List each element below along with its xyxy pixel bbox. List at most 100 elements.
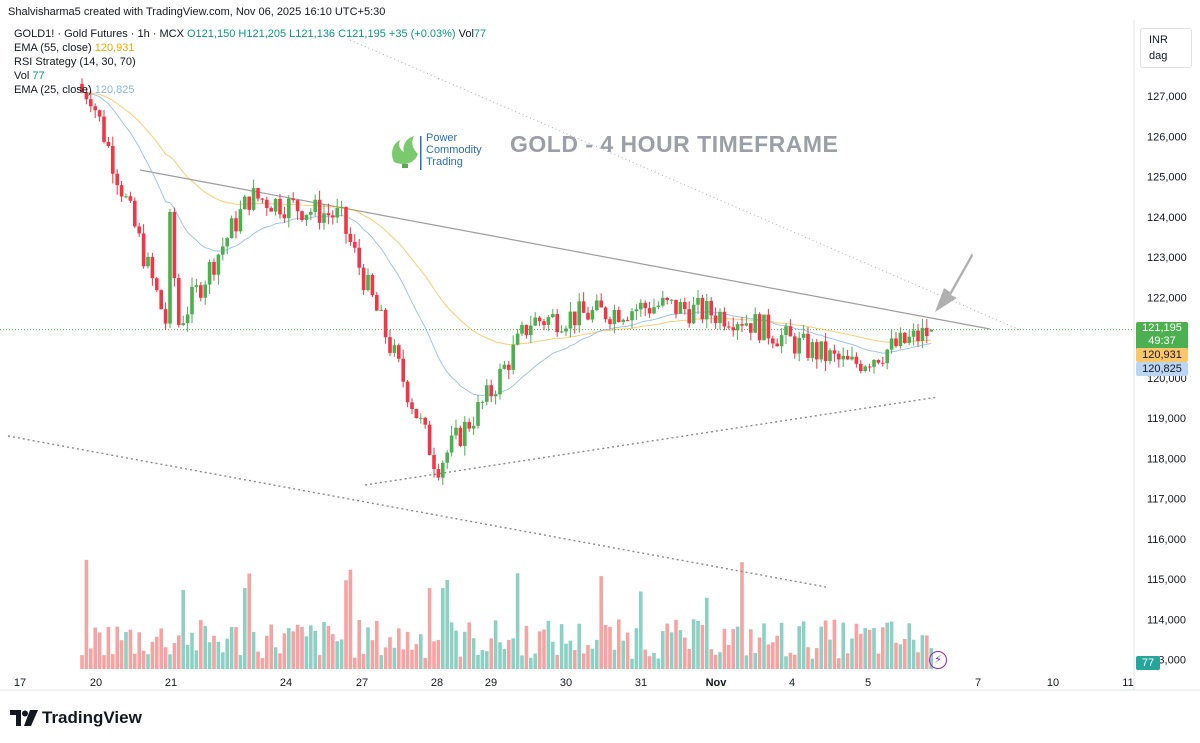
volume-bar [524,625,529,669]
volume-bar [207,642,212,669]
candle-body [234,218,238,232]
ema55-legend[interactable]: EMA (55, close) [14,42,92,54]
volume-bar [502,649,507,669]
candle-body [529,325,533,336]
candle-body [634,309,639,312]
chart-legend: GOLD1! · Gold Futures · 1h · MCX O121,15… [14,27,486,97]
volume-bar [590,648,595,669]
candle-body [573,311,577,326]
candle-body [498,368,502,395]
candle-body [709,300,713,316]
last-price-tag: 121,195 49:37 [1136,322,1188,350]
vol-legend[interactable]: Vol [14,70,30,82]
volume-bar [661,631,665,669]
volume-bar [115,626,119,669]
lightning-icon[interactable]: ⚡ [929,651,947,669]
candle-body [867,366,872,368]
candle-body [287,198,291,219]
volume-bar [348,569,353,669]
candle-body [243,196,247,210]
candle-body [449,435,454,453]
volume-bar [907,623,911,669]
volume-bar [106,627,111,669]
candle-body [520,324,524,334]
candle-body [568,311,573,329]
logo-text: Power Commodity Trading [426,132,482,168]
volume-bar [405,631,410,669]
candle-body [669,299,674,301]
lower-trendline [364,396,939,486]
volume-bar [247,573,251,669]
volume-bar [696,620,700,669]
candle-body [379,309,383,311]
volume-bar [845,653,850,669]
candle-body [485,385,489,402]
candle-body [133,200,137,227]
volume-bar [432,641,436,669]
candle-body [348,233,353,242]
y-tick-label: 127,000 [1147,91,1187,103]
volume-bar [753,653,757,669]
volume-bar [449,622,454,669]
ema55-price-tag: 120,931 [1136,348,1188,362]
volume-bar [903,638,907,669]
volume-bar [744,655,749,669]
volume-bar [859,633,863,669]
candle-body [84,92,89,100]
ema55-line [81,91,932,346]
candle-body [797,337,801,354]
ema25-legend[interactable]: EMA (25, close) [14,84,92,96]
volume-bar [599,576,603,669]
volume-bar [370,640,375,669]
candle-body [854,356,859,364]
volume-bar [797,626,801,669]
x-tick-label: 27 [356,677,368,689]
candle-body [542,321,546,326]
candle-body [898,332,903,347]
volume-bar [410,649,414,669]
y-tick-label: 126,000 [1147,131,1187,143]
candle-body [859,363,863,371]
candle-body [212,261,216,275]
volume-bar [243,587,247,669]
candle-body [357,247,361,268]
volume-bar [423,657,427,669]
volume-bar [335,641,339,669]
volume-bar [687,648,691,669]
tradingview-brand: TradingView [42,708,142,727]
tradingview-logo[interactable]: TradingView [10,708,142,728]
ohlc-open: O121,150 [187,28,236,40]
volume-bar [441,588,445,669]
volume-bar [881,627,885,669]
candle-body [617,310,621,322]
countdown: 49:37 [1148,335,1176,347]
candle-body [172,211,177,279]
volume-bar [119,640,124,669]
ohlc-change: +35 (+0.03%) [388,28,456,40]
volume-bar [652,652,656,669]
candle-body [141,233,146,267]
candle-body [397,345,401,359]
volume-bar [573,649,577,669]
y-tick-label: 125,000 [1147,172,1187,184]
candle-body [291,198,295,201]
volume-bar [647,656,652,669]
candle-body [229,218,234,239]
rsi-strategy-legend[interactable]: RSI Strategy (14, 30, 70) [14,56,136,68]
candle-body [401,358,405,382]
candle-body [163,309,168,324]
volume-bar [727,644,731,669]
candle-body [683,302,687,310]
volume-bar [533,653,537,669]
candle-body [273,198,278,212]
currency-unit-box[interactable]: INR dag [1140,28,1192,68]
volume-bar [229,626,234,669]
volume-bar [498,642,502,669]
symbol-title[interactable]: GOLD1! · Gold Futures · 1h · MCX [14,28,184,40]
candle-body [837,353,841,360]
volume-bar [322,622,326,669]
candle-body [647,308,652,314]
vol-label: Vol [458,28,474,40]
candle-body [639,302,643,310]
